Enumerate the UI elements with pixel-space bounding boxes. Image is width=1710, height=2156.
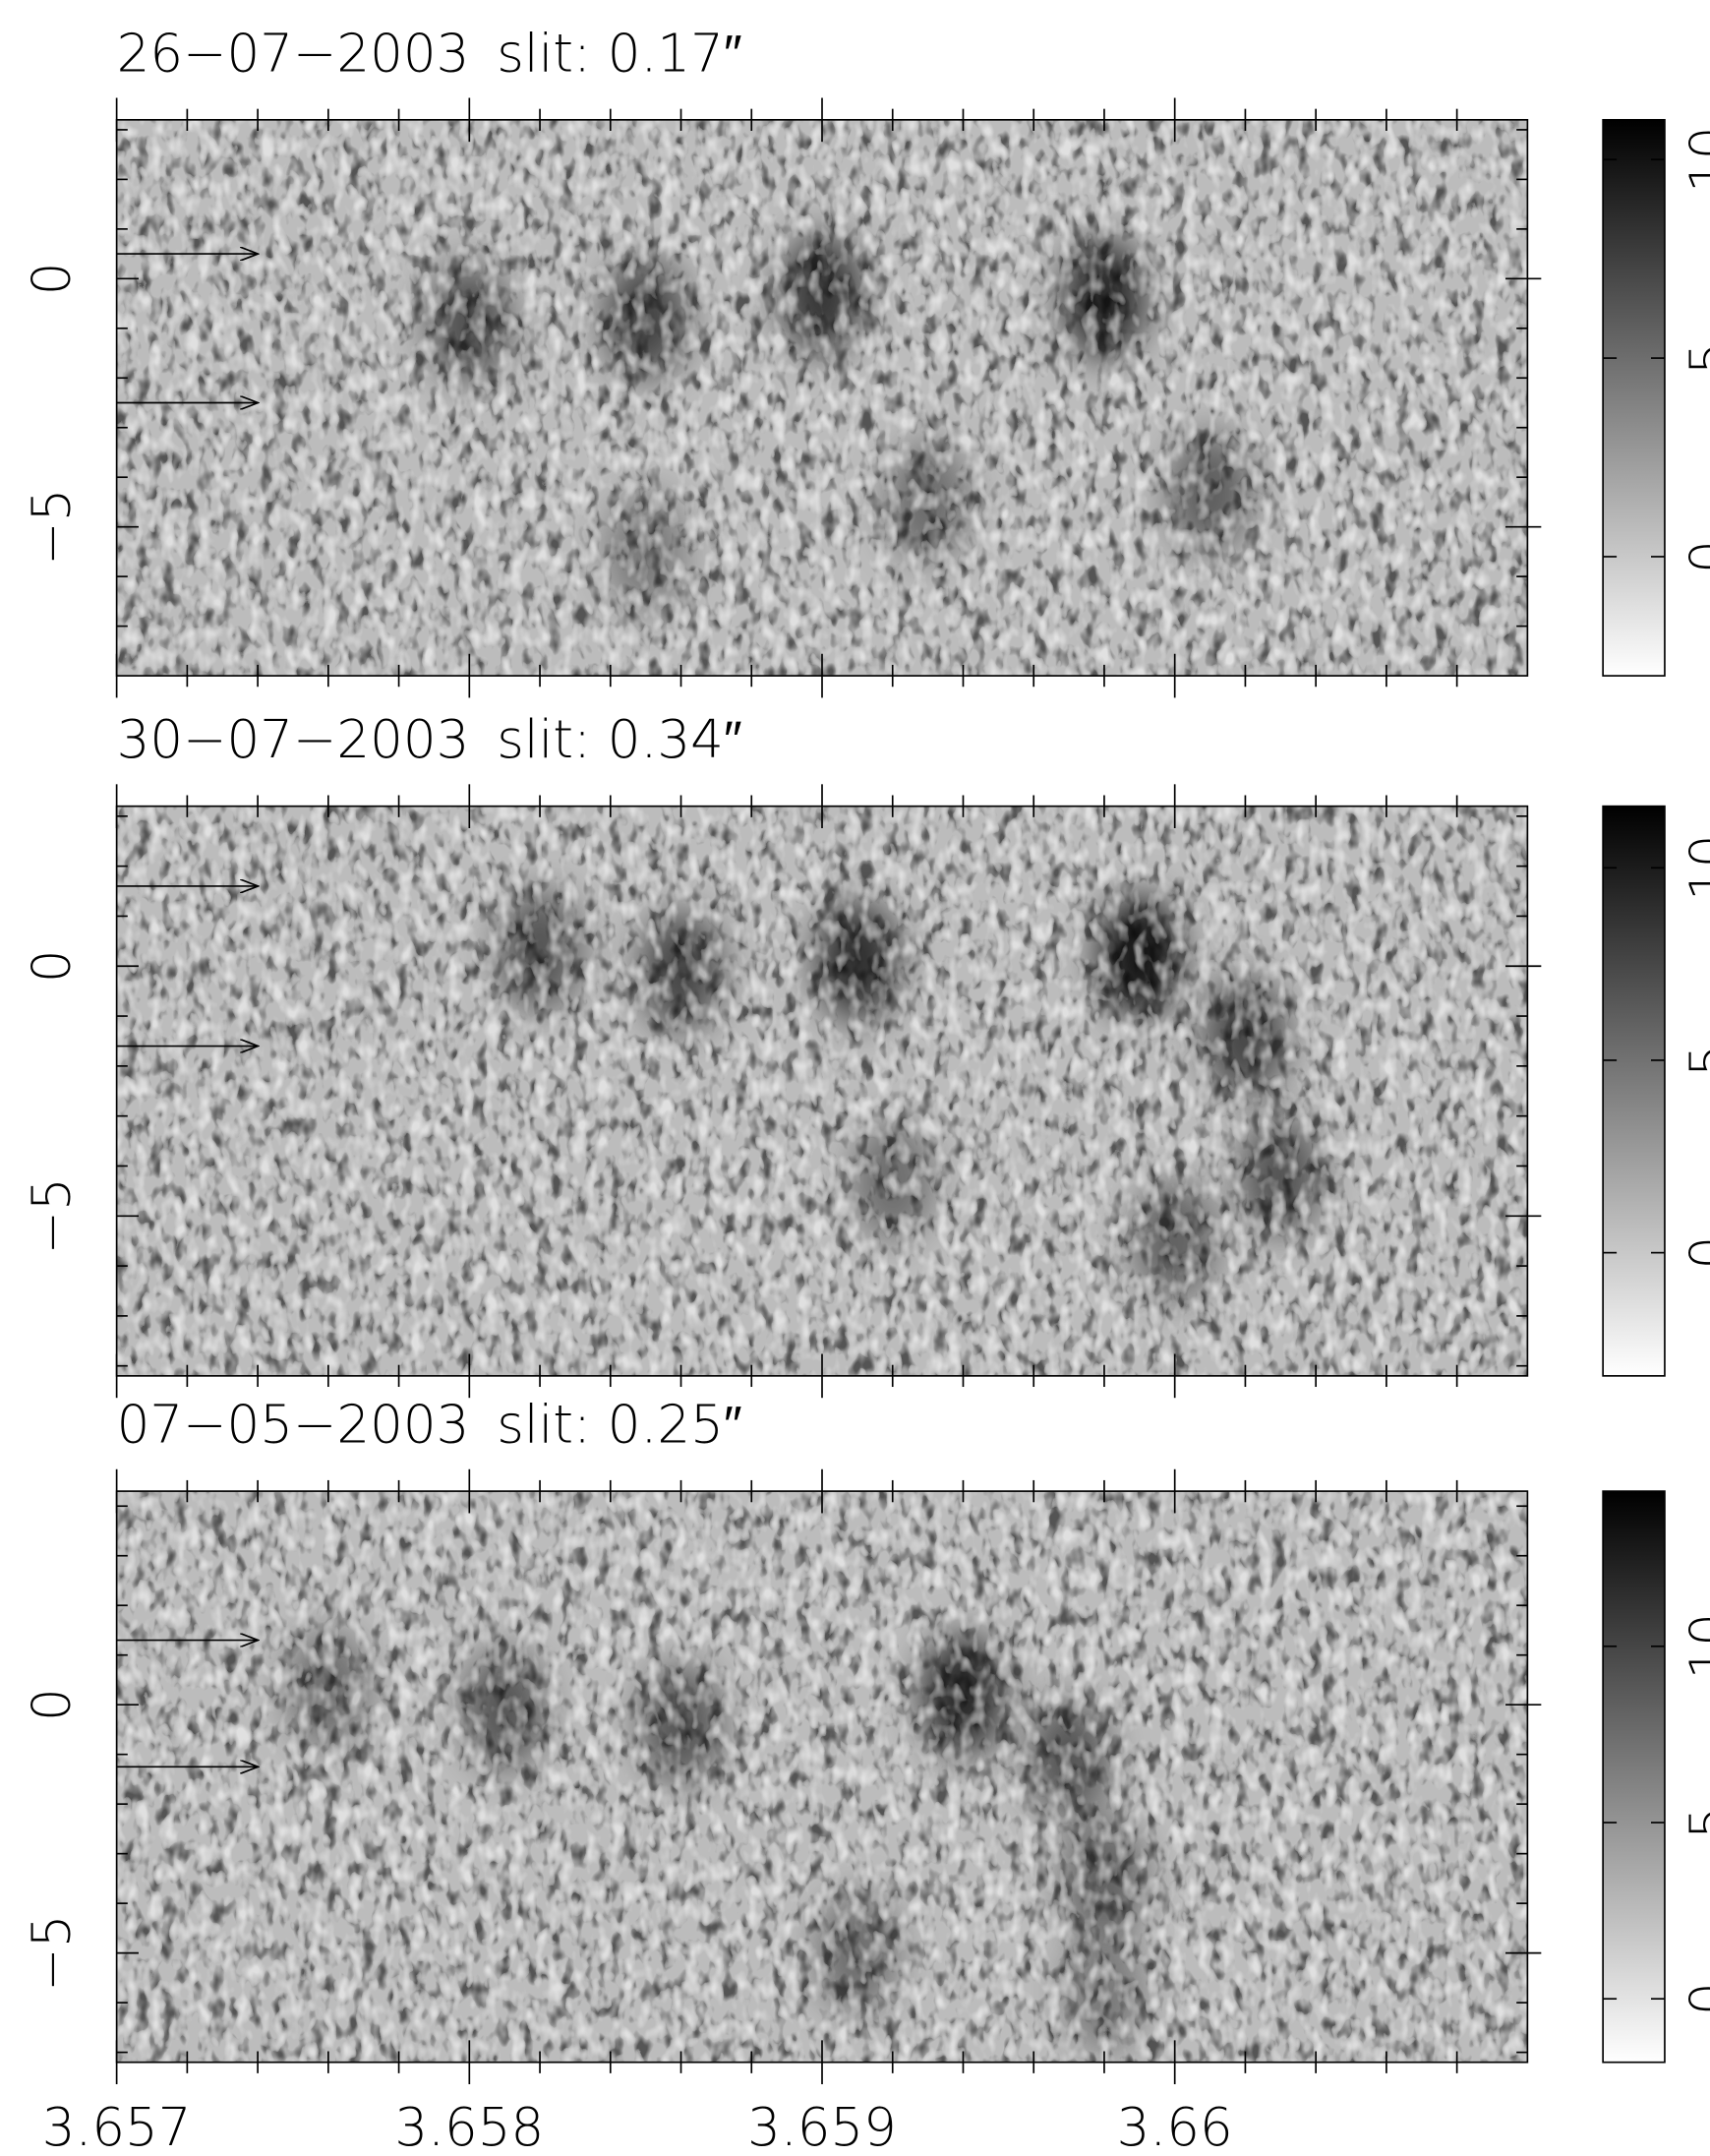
panel-slit: slit: 0.34″	[497, 709, 741, 770]
colorbar	[1603, 120, 1665, 676]
y-tick-label: −5	[22, 1915, 83, 1992]
y-tick-label: 0	[22, 1688, 83, 1721]
colorbar-tick-label: 10	[1680, 126, 1710, 192]
panel-date: 07−05−2003	[117, 1395, 470, 1456]
image-noise	[117, 807, 1528, 1376]
image-area	[117, 120, 1528, 676]
panel: 26−07−2003 slit: 0.17″ 0 −5 0 5 10	[22, 23, 1710, 697]
image-area	[117, 1491, 1528, 2063]
panel-slit: slit: 0.25″	[497, 1395, 741, 1456]
colorbar	[1603, 807, 1665, 1376]
colorbar-tick-label: 0	[1680, 1236, 1710, 1270]
panel-slit: slit: 0.17″	[497, 23, 741, 84]
colorbar	[1603, 1491, 1665, 2063]
panel: 30−07−2003 slit: 0.34″ 0 −5 0 5 10	[22, 709, 1710, 1398]
y-tick-label: 0	[22, 949, 83, 983]
x-tick-label: 3.66	[1117, 2097, 1233, 2156]
image-area	[117, 807, 1528, 1376]
image-noise	[117, 1491, 1528, 2063]
colorbar-tick-label: 10	[1680, 1613, 1710, 1679]
y-tick-label: −5	[22, 1177, 83, 1254]
figure: 26−07−2003 slit: 0.17″ 0 −5 0 5 10 30−07−2003 sl…	[0, 0, 1710, 2156]
colorbar-tick-label: 5	[1680, 1806, 1710, 1839]
y-tick-label: −5	[22, 489, 83, 566]
colorbar-tick-label: 5	[1680, 1044, 1710, 1077]
y-tick-label: 0	[22, 262, 83, 295]
x-tick-label: 3.659	[747, 2097, 897, 2156]
colorbar-tick-label: 5	[1680, 341, 1710, 375]
colorbar-tick-label: 0	[1680, 1982, 1710, 2015]
panel-date: 30−07−2003	[117, 709, 470, 770]
panel: 07−05−2003 slit: 0.25″ 3.657 3.658 3.659 3.66…	[22, 1395, 1710, 2156]
colorbar-tick-label: 10	[1680, 835, 1710, 901]
x-tick-label: 3.658	[394, 2097, 544, 2156]
x-tick-label: 3.657	[42, 2097, 192, 2156]
panel-date: 26−07−2003	[117, 23, 470, 84]
image-noise	[117, 120, 1528, 676]
colorbar-tick-label: 0	[1680, 540, 1710, 573]
